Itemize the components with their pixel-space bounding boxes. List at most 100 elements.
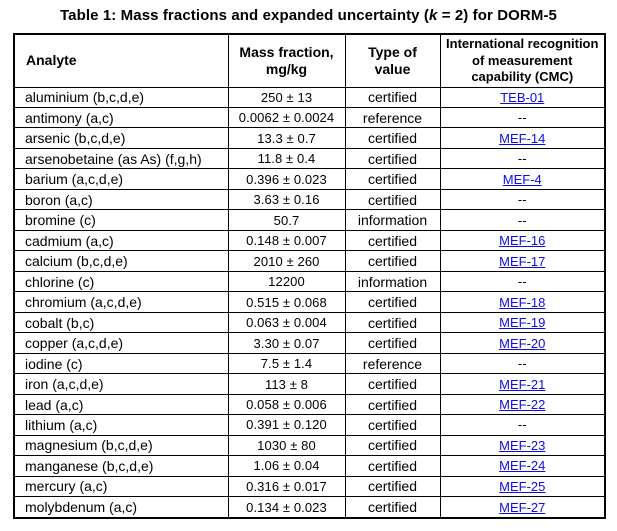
analyte-cell: bromine (c) [13, 209, 229, 231]
cmc-link[interactable]: MEF-24 [499, 458, 546, 474]
type-of-value-cell: certified [344, 188, 441, 211]
mass-fractions-table: Analyte Mass fraction, mg/kg Type of val… [13, 33, 606, 519]
analyte-cell: iron (a,c,d,e) [13, 373, 229, 395]
cmc-link[interactable]: MEF-20 [499, 335, 546, 351]
type-of-value-cell: reference [344, 352, 441, 375]
column-header-analyte: Analyte [13, 33, 229, 88]
cmc-cell: TEB-01 [439, 86, 606, 108]
type-of-value-cell: certified [344, 86, 441, 108]
table-row: iron (a,c,d,e) 113 ± 8 certified MEF-21 [13, 373, 606, 395]
column-header-mass-fraction: Mass fraction, mg/kg [227, 33, 346, 88]
table-row: calcium (b,c,d,e) 2010 ± 260 certified MEF-… [13, 250, 606, 272]
type-of-value-cell: certified [344, 332, 441, 354]
type-of-value-cell: information [344, 270, 441, 293]
type-of-value-cell: certified [344, 147, 441, 170]
cmc-link[interactable]: MEF-23 [499, 437, 546, 453]
table-row: magnesium (b,c,d,e) 1030 ± 80 certified MEF… [13, 434, 606, 457]
table-body: aluminium (b,c,d,e) 250 ± 13 certified TEB-… [13, 86, 606, 519]
cmc-cell: MEF-20 [439, 332, 606, 354]
mass-fraction-cell: 0.063 ± 0.004 [227, 311, 346, 334]
cmc-cell: -- [439, 270, 606, 293]
table-header: Analyte Mass fraction, mg/kg Type of val… [13, 33, 606, 88]
table-row: bromine (c) 50.7 information -- [13, 209, 606, 231]
table-row: chlorine (c) 12200 information -- [13, 270, 606, 293]
type-of-value-cell: certified [344, 455, 441, 477]
analyte-cell: arsenobetaine (as As) (f,g,h) [13, 147, 229, 170]
cmc-cell: MEF-23 [439, 434, 606, 457]
mass-fraction-cell: 0.148 ± 0.007 [227, 229, 346, 252]
cmc-link[interactable]: MEF-22 [499, 397, 546, 412]
mass-fraction-cell: 0.134 ± 0.023 [227, 496, 346, 519]
type-of-value-cell: certified [344, 311, 441, 334]
cmc-cell: -- [439, 352, 606, 375]
cmc-link[interactable]: TEB-01 [500, 89, 545, 105]
analyte-cell: arsenic (b,c,d,e) [13, 127, 229, 149]
mass-fraction-cell: 12200 [227, 270, 346, 293]
cmc-cell: -- [439, 414, 606, 436]
table-row: manganese (b,c,d,e) 1.06 ± 0.04 certified M… [13, 455, 606, 477]
mass-fraction-cell: 0.316 ± 0.017 [227, 475, 346, 498]
table-row: lithium (a,c) 0.391 ± 0.120 certified -- [13, 414, 606, 436]
cmc-cell: -- [439, 106, 606, 129]
cmc-link[interactable]: MEF-4 [502, 171, 542, 187]
cmc-cell: MEF-17 [439, 250, 606, 272]
cmc-link[interactable]: MEF-14 [499, 130, 546, 146]
column-header-type-of-value: Type of value [344, 33, 441, 88]
cmc-link[interactable]: MEF-27 [499, 499, 546, 515]
type-of-value-cell: certified [344, 229, 441, 252]
analyte-cell: lead (a,c) [13, 393, 229, 416]
type-of-value-cell: certified [344, 434, 441, 457]
type-of-value-cell: certified [344, 127, 441, 149]
table-row: mercury (a,c) 0.316 ± 0.017 certified MEF-2… [13, 475, 606, 498]
table-title: Table 1: Mass fractions and expanded unc… [0, 7, 617, 24]
analyte-cell: antimony (a,c) [13, 106, 229, 129]
analyte-cell: mercury (a,c) [13, 475, 229, 498]
mass-fraction-cell: 0.396 ± 0.023 [227, 168, 346, 190]
cmc-cell: MEF-19 [439, 311, 606, 334]
analyte-cell: iodine (c) [13, 352, 229, 375]
cmc-cell: MEF-22 [439, 393, 606, 416]
analyte-cell: barium (a,c,d,e) [13, 168, 229, 190]
mass-fraction-cell: 113 ± 8 [227, 373, 346, 395]
type-of-value-cell: reference [344, 106, 441, 129]
analyte-cell: lithium (a,c) [13, 414, 229, 436]
mass-fraction-cell: 1.06 ± 0.04 [227, 455, 346, 477]
column-header-cmc: International recognition of measurement… [439, 33, 606, 88]
type-of-value-cell: certified [344, 373, 441, 395]
type-of-value-cell: certified [344, 250, 441, 272]
table-row: arsenobetaine (as As) (f,g,h) 11.8 ± 0.4 c… [13, 147, 606, 170]
mass-fraction-cell: 3.63 ± 0.16 [227, 188, 346, 211]
table-row: cobalt (b,c) 0.063 ± 0.004 certified MEF-19 [13, 311, 606, 334]
analyte-cell: cobalt (b,c) [13, 311, 229, 334]
cmc-link[interactable]: MEF-16 [499, 233, 546, 249]
table-row: barium (a,c,d,e) 0.396 ± 0.023 certified ME… [13, 168, 606, 190]
mass-fraction-cell: 0.515 ± 0.068 [227, 291, 346, 313]
header-row: Analyte Mass fraction, mg/kg Type of val… [13, 33, 606, 88]
cmc-link[interactable]: MEF-21 [499, 376, 546, 392]
cmc-link[interactable]: MEF-17 [499, 253, 546, 269]
mass-fraction-cell: 2010 ± 260 [227, 250, 346, 272]
type-of-value-cell: certified [344, 291, 441, 313]
table-row: cadmium (a,c) 0.148 ± 0.007 certified MEF-1… [13, 229, 606, 252]
type-of-value-cell: certified [344, 414, 441, 436]
analyte-cell: molybdenum (a,c) [13, 496, 229, 519]
analyte-cell: cadmium (a,c) [13, 229, 229, 252]
analyte-cell: manganese (b,c,d,e) [13, 455, 229, 477]
analyte-cell: magnesium (b,c,d,e) [13, 434, 229, 457]
table-row: boron (a,c) 3.63 ± 0.16 certified -- [13, 188, 606, 211]
analyte-cell: chromium (a,c,d,e) [13, 291, 229, 313]
mass-fraction-cell: 7.5 ± 1.4 [227, 352, 346, 375]
cmc-cell: MEF-14 [439, 127, 606, 149]
cmc-cell: MEF-16 [439, 229, 606, 252]
mass-fraction-cell: 3.30 ± 0.07 [227, 332, 346, 354]
cmc-link[interactable]: MEF-19 [499, 315, 546, 331]
table-row: iodine (c) 7.5 ± 1.4 reference -- [13, 352, 606, 375]
type-of-value-cell: certified [344, 475, 441, 498]
cmc-link[interactable]: MEF-25 [499, 478, 546, 494]
analyte-cell: chlorine (c) [13, 270, 229, 293]
table-row: copper (a,c,d,e) 3.30 ± 0.07 certified MEF-… [13, 332, 606, 354]
analyte-cell: boron (a,c) [13, 188, 229, 211]
type-of-value-cell: information [344, 209, 441, 231]
cmc-link[interactable]: MEF-18 [499, 294, 546, 310]
type-of-value-cell: certified [344, 496, 441, 519]
